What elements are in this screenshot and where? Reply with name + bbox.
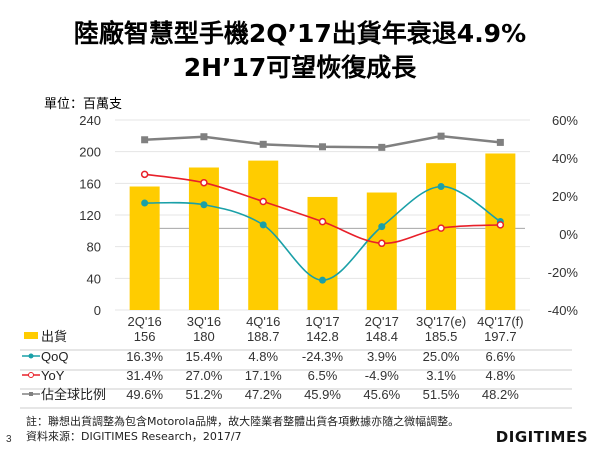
category-label: 3Q'16 — [187, 314, 221, 329]
unit-label: 單位：百萬支 — [44, 97, 123, 112]
point-yoy — [496, 221, 505, 229]
point-share — [437, 132, 445, 140]
category-label: 4Q'17(f) — [477, 314, 524, 329]
point-qoq — [141, 199, 149, 207]
table-cell: 180 — [193, 329, 215, 344]
legend-label: 佔全球比例 — [41, 387, 106, 402]
table-cell: 188.7 — [247, 329, 280, 344]
right-axis-tick: 60% — [552, 113, 578, 128]
table-cell: 27.0% — [185, 368, 222, 383]
source: 資料來源：DIGITIMES Research，2017/7 — [26, 430, 242, 443]
point-yoy — [259, 197, 267, 206]
bar-4Q'16 — [248, 160, 279, 310]
table-cell: 51.5% — [423, 387, 460, 402]
table-cell: 148.4 — [366, 329, 399, 344]
point-qoq — [200, 201, 208, 209]
legend-marker — [28, 353, 34, 359]
table-cell: 156 — [134, 329, 156, 344]
point-share — [319, 143, 326, 151]
point-yoy — [318, 217, 327, 226]
table-cell: -4.9% — [365, 368, 399, 383]
left-axis-tick: 40 — [87, 271, 101, 286]
left-axis-tick: 200 — [79, 145, 101, 160]
table-cell: 47.2% — [245, 387, 282, 402]
table-cell: 15.4% — [185, 349, 222, 364]
point-yoy — [378, 239, 386, 248]
legend-label: YoY — [41, 368, 65, 383]
right-axis-tick: 20% — [552, 189, 578, 204]
point-yoy — [200, 178, 208, 187]
point-qoq — [319, 276, 326, 284]
left-axis-tick: 120 — [79, 208, 101, 223]
table-cell: 185.5 — [425, 329, 458, 344]
left-axis-tick: 160 — [79, 176, 101, 191]
point-qoq — [259, 221, 267, 229]
table-cell: 4.8% — [248, 349, 278, 364]
title-line-2: 2H’17可望恢復成長 — [183, 53, 417, 82]
table-cell: 3.9% — [367, 349, 397, 364]
legend-marker — [29, 392, 33, 396]
category-label: 2Q'16 — [127, 314, 161, 329]
left-axis-tick: 0 — [94, 303, 101, 318]
point-share — [141, 136, 149, 144]
bar-2Q'17 — [366, 192, 397, 310]
table-cell: 16.3% — [126, 349, 163, 364]
legend-marker — [28, 372, 34, 378]
bar-3Q'16 — [188, 167, 219, 310]
bar-4Q'17(f) — [485, 153, 516, 310]
point-share — [496, 138, 504, 146]
table-cell: 49.6% — [126, 387, 163, 402]
table-cell: 142.8 — [306, 329, 339, 344]
point-qoq — [437, 183, 445, 190]
table-cell: 17.1% — [245, 368, 282, 383]
category-label: 1Q'17 — [305, 314, 339, 329]
right-axis-tick: -40% — [548, 303, 579, 318]
right-axis-tick: 0% — [559, 227, 578, 242]
category-label: 3Q'17(e) — [416, 314, 466, 329]
bar-2Q'16 — [129, 186, 160, 310]
table-cell: 45.9% — [304, 387, 341, 402]
left-axis-tick: 80 — [87, 240, 101, 255]
table-cell: 31.4% — [126, 368, 163, 383]
table-cell: 45.6% — [363, 387, 400, 402]
point-qoq — [378, 223, 386, 231]
page-number: 3 — [6, 434, 12, 445]
title-line-1: 陸廠智慧型手機2Q’17出貨年衰退4.9% — [73, 19, 527, 48]
legend-label: 出貨 — [41, 329, 67, 344]
category-label: 4Q'16 — [246, 314, 280, 329]
right-axis-tick: 40% — [552, 151, 578, 166]
left-axis-tick: 240 — [79, 113, 101, 128]
legend-swatch-bar — [24, 332, 38, 339]
point-yoy — [140, 170, 149, 179]
table-cell: 3.1% — [426, 368, 456, 383]
point-yoy — [437, 224, 445, 232]
table-cell: -24.3% — [302, 349, 344, 364]
table-cell: 6.5% — [308, 368, 338, 383]
digitimes-logo: DIGITIMES — [495, 428, 588, 446]
footnote: 註：聯想出貨調整為包含Motorola品牌，故大陸業者整體出貨各項數據亦隨之微幅… — [26, 415, 460, 428]
category-label: 2Q'17 — [365, 314, 399, 329]
table-cell: 6.6% — [486, 349, 516, 364]
point-share — [259, 140, 267, 148]
legend-label: QoQ — [41, 349, 68, 364]
table-cell: 25.0% — [423, 349, 460, 364]
point-share — [200, 133, 208, 141]
table-cell: 48.2% — [482, 387, 519, 402]
table-cell: 4.8% — [486, 368, 516, 383]
bar-1Q'17 — [307, 196, 338, 310]
table-cell: 51.2% — [185, 387, 222, 402]
point-share — [378, 143, 386, 151]
right-axis-tick: -20% — [548, 265, 579, 280]
table-cell: 197.7 — [484, 329, 517, 344]
